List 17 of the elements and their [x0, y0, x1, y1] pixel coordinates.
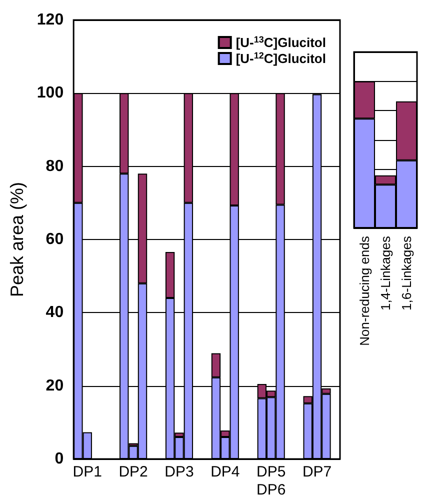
x-tick-label: 1,4-Linkages: [378, 236, 393, 310]
y-tick-label: 120: [36, 12, 64, 28]
x-tick-label: DP5 DP6: [256, 464, 286, 498]
y-tick-label: 60: [46, 231, 64, 248]
x-tick-label: 1,6-Linkages: [399, 236, 414, 310]
x-tick-label: DP4: [210, 464, 240, 480]
y-tick-label: 100: [36, 84, 64, 102]
y-tick-label: 80: [46, 158, 64, 175]
y-axis-title: Peak area (%): [7, 182, 27, 298]
x-tick-label: DP3: [164, 464, 194, 480]
x-tick-label: Non-reducing ends: [357, 236, 372, 346]
x-tick-label: DP2: [118, 464, 148, 480]
x-tick-label: DP7: [302, 464, 332, 480]
y-tick-label: 20: [46, 377, 64, 394]
y-tick-label: 0: [54, 450, 64, 468]
y-tick-label: 40: [46, 304, 64, 322]
x-tick-label: DP1: [72, 464, 102, 480]
